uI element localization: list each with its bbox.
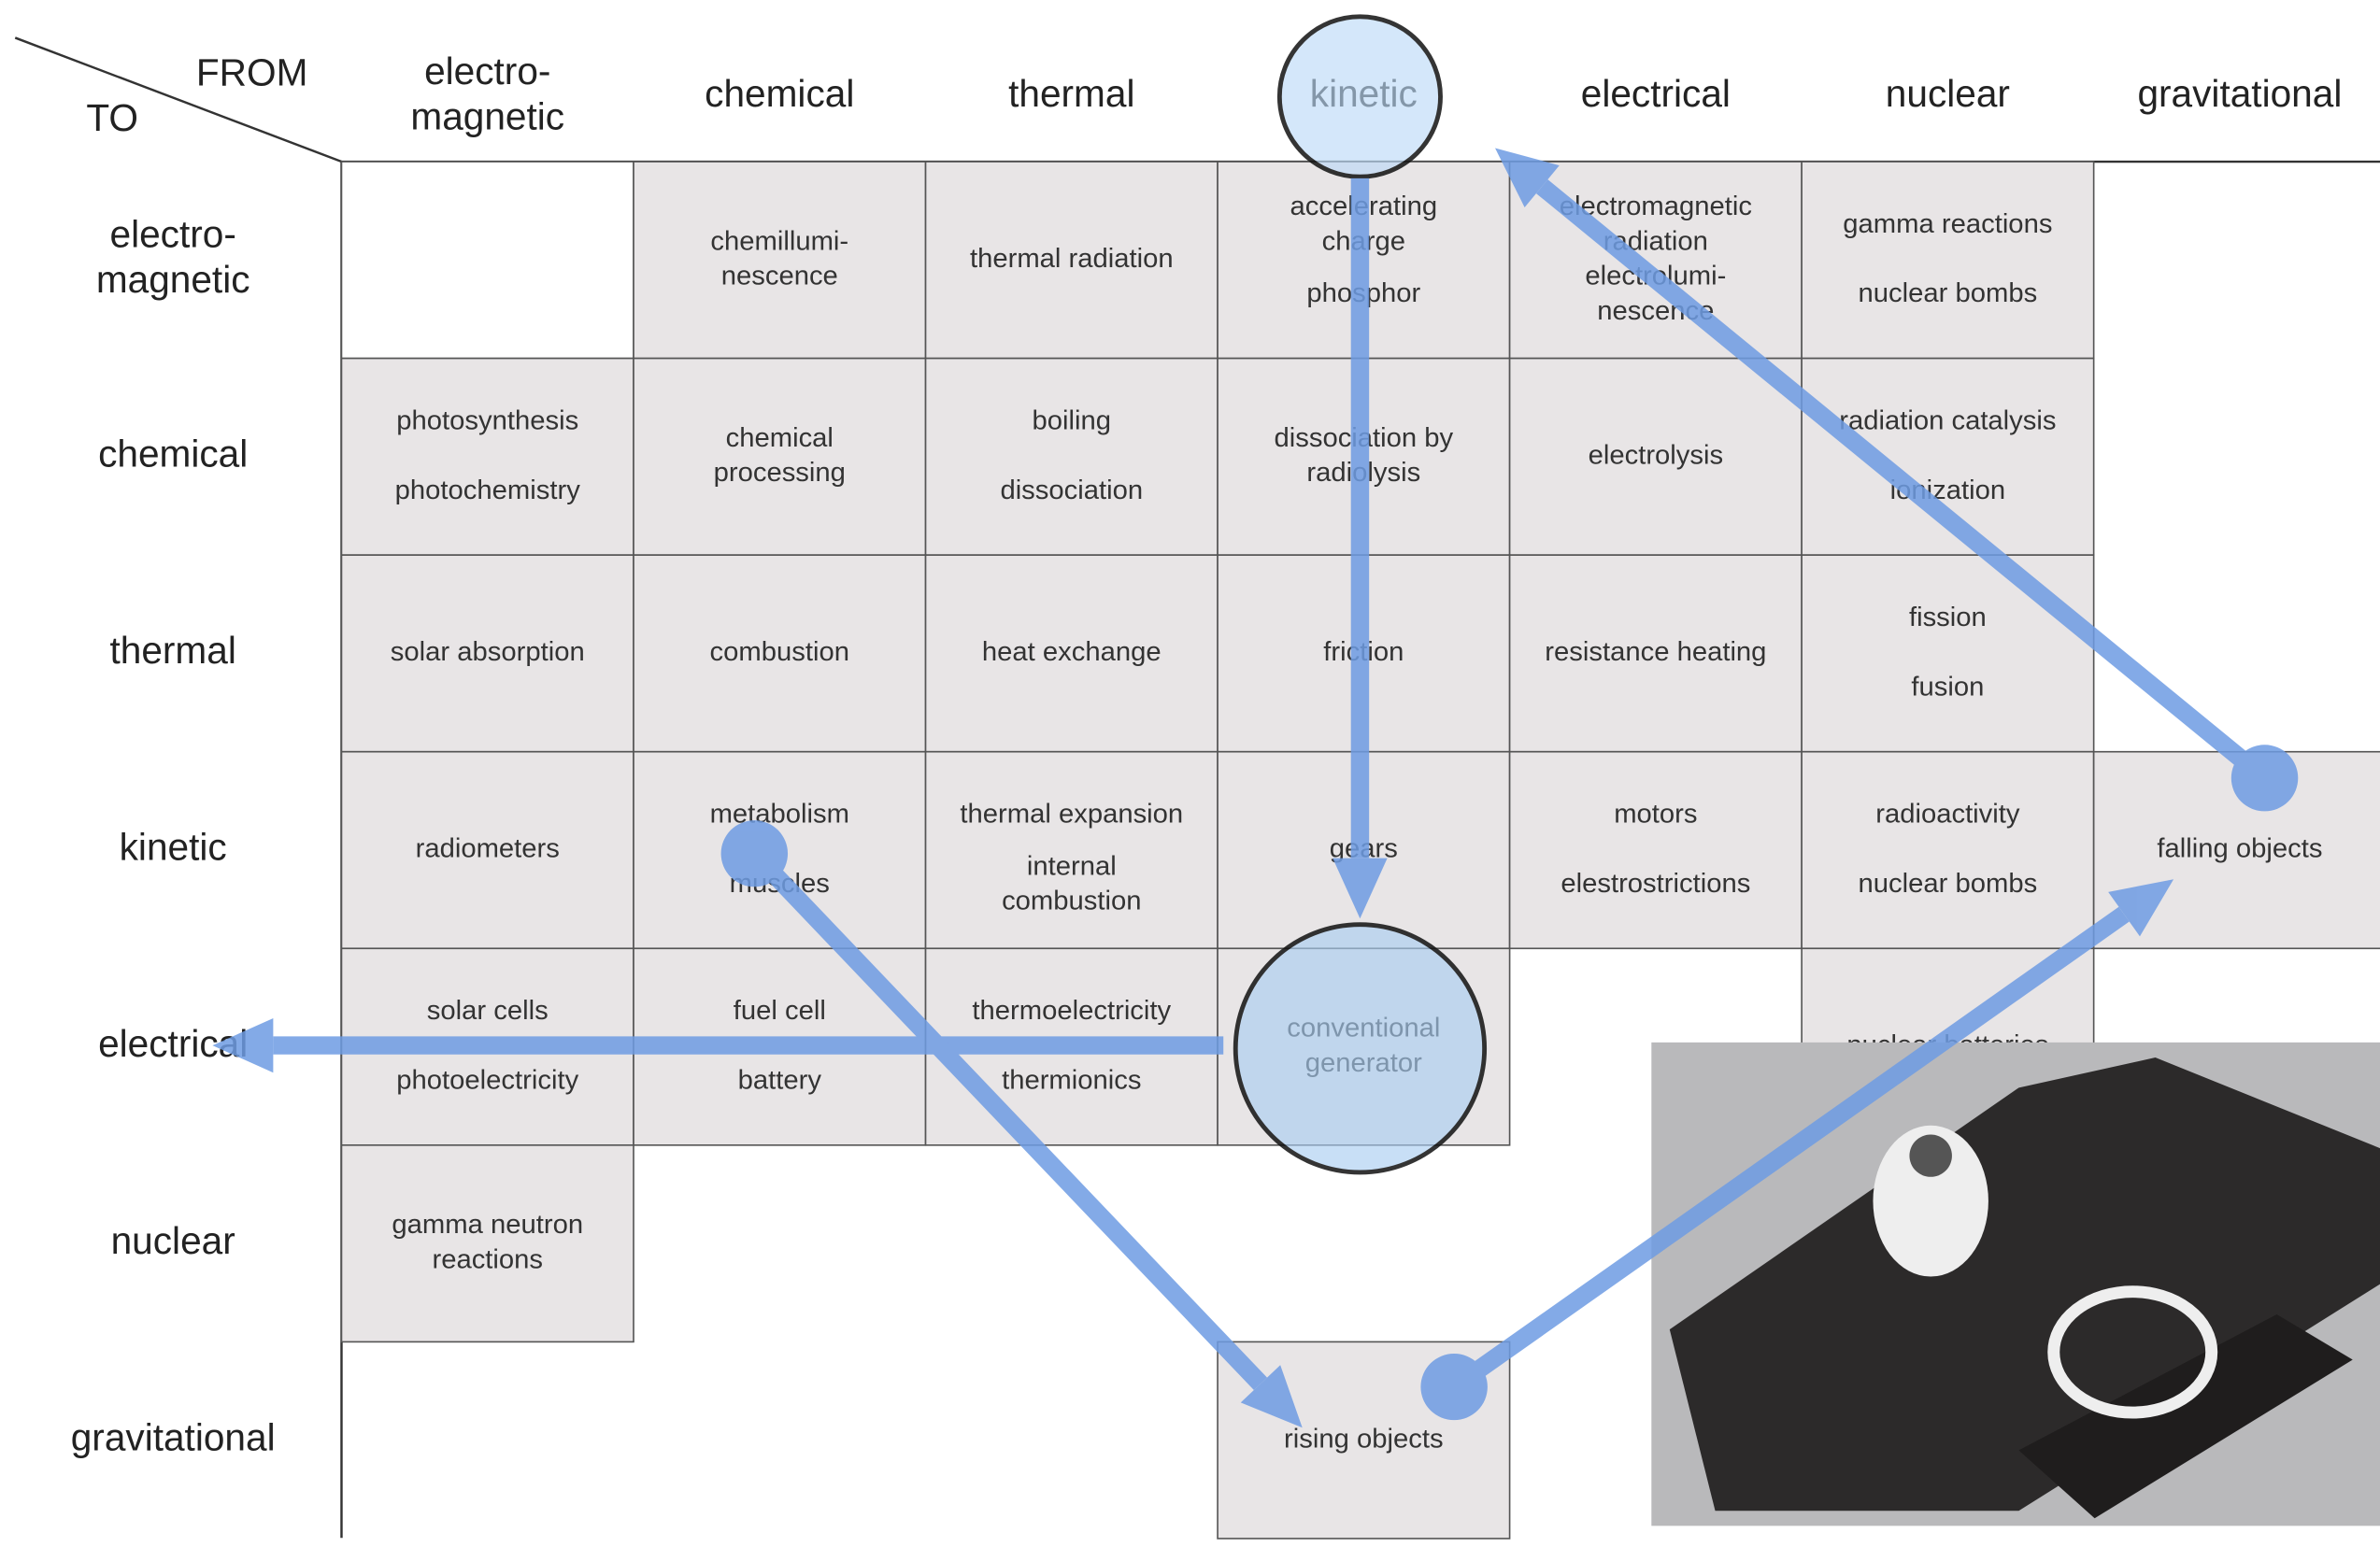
arrow-head	[2108, 879, 2174, 937]
cell-text: motors	[1614, 800, 1697, 830]
column-header: chemical	[705, 72, 854, 115]
arrow-dot	[1420, 1354, 1488, 1421]
arrow-head	[1494, 148, 1560, 208]
cell-text: gamma reactions	[1843, 209, 2052, 239]
cell-text: processing	[714, 458, 846, 488]
cell-text: fuel cell	[734, 996, 826, 1026]
row-header: thermal	[110, 629, 236, 672]
cell-text: falling objects	[2157, 834, 2322, 864]
cell	[1801, 750, 2095, 950]
cell-text: radiometers	[416, 834, 560, 864]
cell	[340, 1144, 634, 1343]
cell	[1801, 554, 2095, 753]
cell-text: thermoelectricity	[972, 996, 1171, 1026]
cell-text: solar cells	[427, 996, 549, 1026]
cell-text: internal	[1027, 851, 1117, 881]
photo	[1651, 1042, 2380, 1526]
to-label: TO	[86, 96, 138, 139]
cell-text: gamma neutron	[392, 1210, 583, 1240]
column-header: electro-	[424, 50, 550, 92]
cell-text: chemillumi-	[710, 226, 848, 256]
row-header: nuclear	[111, 1219, 235, 1262]
cell	[1801, 161, 2095, 360]
column-header: nuclear	[1886, 72, 2010, 115]
cell-text: reactions	[432, 1244, 543, 1274]
cell	[924, 161, 1219, 360]
arrow-head	[212, 1017, 274, 1073]
cell	[1508, 750, 1803, 950]
row-header: gravitational	[71, 1415, 276, 1458]
arrow-dot	[2230, 745, 2299, 812]
photo-dial	[1909, 1134, 1952, 1177]
photo-generator	[1873, 1125, 1988, 1277]
corner-diagonal	[14, 36, 342, 163]
cell-text: fusion	[1911, 672, 1984, 702]
arrow-head	[1240, 1365, 1303, 1428]
cell	[633, 554, 927, 753]
from-label: FROM	[196, 51, 307, 94]
cell	[924, 357, 1219, 556]
cell	[340, 750, 634, 950]
cell-text: thermal radiation	[970, 244, 1174, 274]
row-header: electro-	[110, 213, 236, 256]
arrow-shaft	[1448, 906, 2130, 1395]
cell-text: rising objects	[1284, 1424, 1444, 1454]
row-header: chemical	[98, 433, 248, 475]
arrow-dot	[720, 820, 789, 887]
column-header: thermal	[1008, 72, 1134, 115]
row-header: magnetic	[96, 258, 250, 301]
photo-bag-part	[2018, 1313, 2353, 1519]
cell-text: solar absorption	[391, 637, 585, 667]
cell-text: combustion	[1002, 887, 1141, 916]
arrow-shaft	[748, 847, 1268, 1391]
cell-text: photoelectricity	[396, 1065, 578, 1095]
cell	[924, 750, 1219, 950]
cell	[633, 161, 927, 360]
cell-text: heat exchange	[982, 637, 1161, 667]
row-header: kinetic	[120, 826, 227, 869]
cell-text: nuclear bombs	[1859, 278, 2038, 308]
cell-text: boiling	[1033, 405, 1111, 435]
cell-text: radioactivity	[1875, 800, 2020, 830]
photo-ring	[2047, 1285, 2218, 1419]
cell-text: battery	[738, 1065, 822, 1095]
column-header: magnetic	[410, 95, 564, 138]
arrow-head	[1333, 858, 1388, 919]
cell-text: nescence	[721, 262, 838, 291]
cell-text: resistance heating	[1545, 637, 1766, 667]
column-header: gravitational	[2137, 72, 2342, 115]
cell-text: electrolysis	[1589, 441, 1724, 471]
highlight-circle	[1276, 14, 1443, 179]
cell	[340, 357, 634, 556]
cell	[633, 357, 927, 556]
cell-text: combustion	[710, 637, 849, 667]
highlight-circle	[1233, 922, 1488, 1175]
cell	[924, 554, 1219, 753]
arrows	[212, 14, 2299, 1428]
cell-text: thermal expansion	[960, 800, 1183, 830]
cell-text: photosynthesis	[396, 405, 578, 435]
photo-bag	[1669, 1057, 2380, 1512]
arrow-shaft	[1535, 179, 2271, 786]
cell-text: photochemistry	[395, 475, 581, 505]
column-header: electrical	[1581, 72, 1731, 115]
cell-text: radiation catalysis	[1839, 405, 2056, 435]
cell-text: fission	[1909, 603, 1987, 632]
cell-text: dissociation	[1000, 475, 1143, 505]
cell-text: metabolism	[710, 800, 849, 830]
cell-text: thermionics	[1002, 1065, 1141, 1095]
cell-text: nuclear bombs	[1859, 869, 2038, 899]
cell	[340, 161, 634, 360]
cell-text: elestrostrictions	[1561, 869, 1750, 899]
cell-text: chemical	[726, 423, 834, 453]
